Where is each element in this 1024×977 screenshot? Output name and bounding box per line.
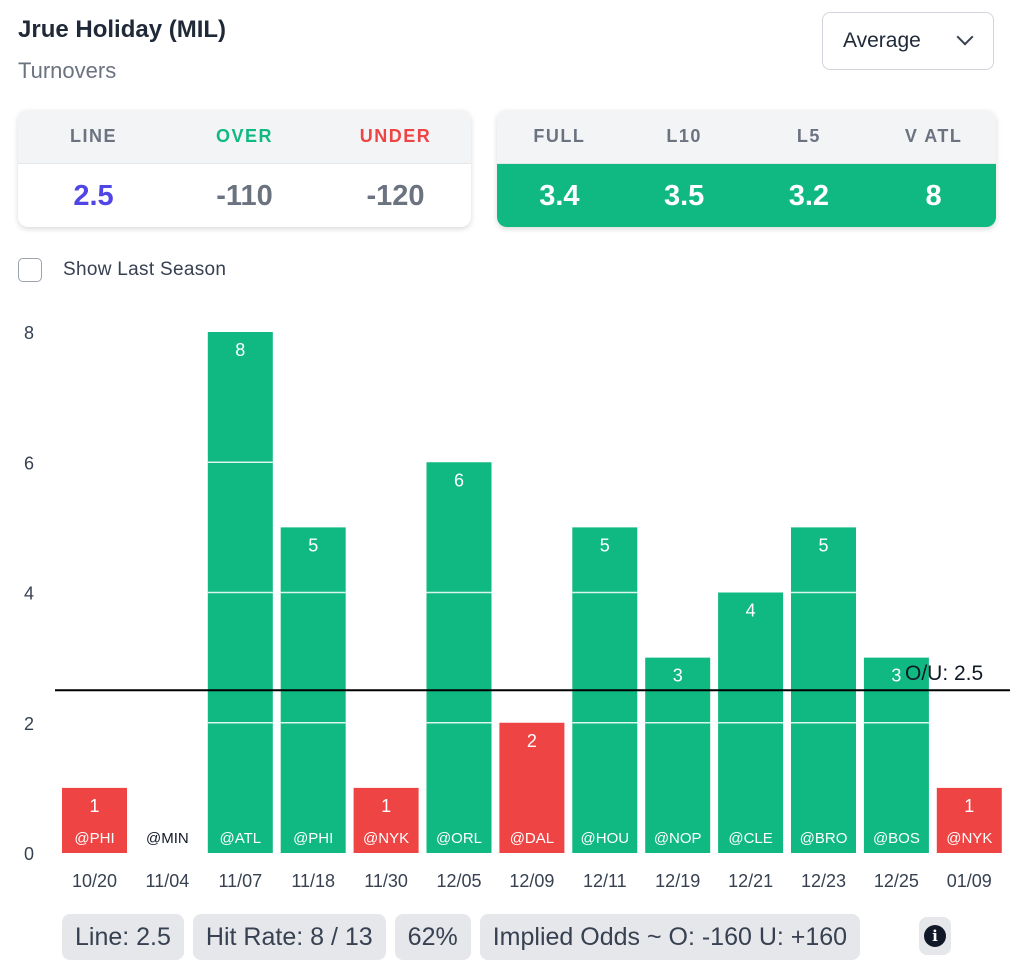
ou-threshold-label: O/U: 2.5: [905, 662, 983, 685]
bar-value-label: 5: [600, 535, 610, 555]
chevron-down-icon: [956, 28, 974, 46]
averages-card: FULL L10 L5 V ATL 3.4 3.5 3.2 8: [497, 110, 996, 227]
y-tick-label: 8: [24, 323, 34, 343]
x-tick-label: 12/23: [801, 871, 846, 891]
line-pill: Line: 2.5: [62, 914, 184, 960]
turnovers-bar-chart: 0 2 4 6 8 1 @PHI 10/20 @MIN 11/04 8 @ATL 11/07 5 @PHI 1…: [24, 323, 1010, 891]
bar-value-label: 3: [891, 666, 901, 686]
bar-value-label: 6: [454, 470, 464, 490]
y-tick-label: 2: [24, 714, 34, 734]
opponent-label: @CLE: [728, 830, 772, 847]
vs-opp-value: 8: [925, 179, 942, 212]
x-tick-label: 11/04: [146, 871, 190, 891]
bar-value-label: 2: [527, 731, 537, 751]
bar: [863, 657, 929, 853]
x-tick-label: 12/09: [509, 871, 554, 891]
bar: [499, 722, 565, 853]
opponent-label: @DAL: [510, 830, 554, 847]
bar-value-label: 5: [308, 535, 318, 555]
hit-percent-pill: 62%: [394, 914, 471, 960]
opponent-label: @NOP: [654, 830, 702, 847]
x-tick-label: 11/18: [291, 871, 335, 891]
bar: [426, 462, 492, 853]
bar: [353, 787, 419, 853]
x-tick-label: 11/30: [364, 871, 408, 891]
bar-value-label: 8: [235, 340, 245, 360]
stat-mode-select[interactable]: Average: [822, 12, 994, 70]
y-tick-label: 4: [24, 584, 34, 604]
hit-rate-pill: Hit Rate: 8 / 13: [192, 914, 386, 960]
x-tick-label: 01/09: [947, 871, 992, 891]
bar: [62, 787, 127, 853]
full-header: FULL: [533, 126, 586, 146]
x-tick-label: 10/20: [72, 871, 117, 891]
over-odds: -110: [216, 179, 273, 212]
opponent-label: @NYK: [363, 830, 409, 847]
stat-mode-value: Average: [843, 29, 921, 52]
opponent-label: @PHI: [74, 830, 114, 847]
l10-value: 3.5: [663, 179, 705, 212]
under-odds: -120: [366, 179, 425, 212]
show-last-season-checkbox[interactable]: [18, 258, 42, 282]
line-header: LINE: [69, 126, 117, 146]
under-header: UNDER: [359, 126, 432, 146]
x-tick-label: 12/11: [583, 871, 627, 891]
over-header: OVER: [215, 126, 273, 146]
line-value: 2.5: [73, 179, 114, 212]
y-tick-label: 0: [24, 844, 34, 864]
info-icon: i: [924, 925, 946, 947]
bar-value-label: 4: [746, 601, 756, 621]
info-button[interactable]: i: [919, 917, 951, 955]
opponent-label: @NYK: [946, 830, 992, 847]
opponent-label: @BRO: [800, 830, 848, 847]
bar-value-label: 3: [673, 666, 683, 686]
bar-value-label: 1: [89, 796, 99, 816]
bar: [645, 657, 711, 853]
opponent-label: @HOU: [581, 830, 630, 847]
x-tick-label: 11/07: [218, 871, 262, 891]
bar-value-label: 1: [964, 796, 974, 816]
vs-opp-header: V ATL: [904, 126, 963, 146]
line-card: LINE OVER UNDER 2.5 -110 -120: [18, 110, 471, 227]
x-tick-label: 12/25: [874, 871, 919, 891]
l5-header: L5: [796, 126, 821, 146]
opponent-label: @BOS: [873, 830, 920, 847]
bar-value-label: 1: [381, 796, 391, 816]
x-tick-label: 12/05: [436, 871, 481, 891]
stat-subtitle: Turnovers: [18, 58, 117, 83]
x-tick-label: 12/21: [728, 871, 773, 891]
x-tick-label: 12/19: [655, 871, 700, 891]
player-title: Jrue Holiday (MIL): [18, 16, 227, 43]
l10-header: L10: [666, 126, 702, 146]
full-value: 3.4: [539, 179, 580, 212]
show-last-season-label: Show Last Season: [63, 259, 227, 280]
bar-value-label: 5: [818, 535, 828, 555]
opponent-label: @ATL: [219, 830, 261, 847]
opponent-label: @PHI: [293, 830, 333, 847]
opponent-label: @MIN: [146, 830, 189, 847]
y-tick-label: 6: [24, 453, 34, 473]
bar: [936, 787, 1002, 853]
opponent-label: @ORL: [436, 830, 482, 847]
implied-odds-pill: Implied Odds ~ O: -160 U: +160: [479, 914, 861, 960]
l5-value: 3.2: [788, 179, 830, 212]
summary-bar: Line: 2.5 Hit Rate: 8 / 13 62% Implied O…: [62, 914, 861, 960]
